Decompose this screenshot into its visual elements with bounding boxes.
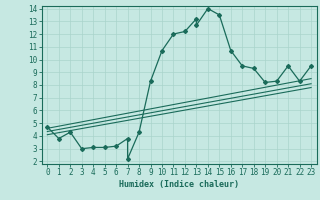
X-axis label: Humidex (Indice chaleur): Humidex (Indice chaleur): [119, 180, 239, 189]
